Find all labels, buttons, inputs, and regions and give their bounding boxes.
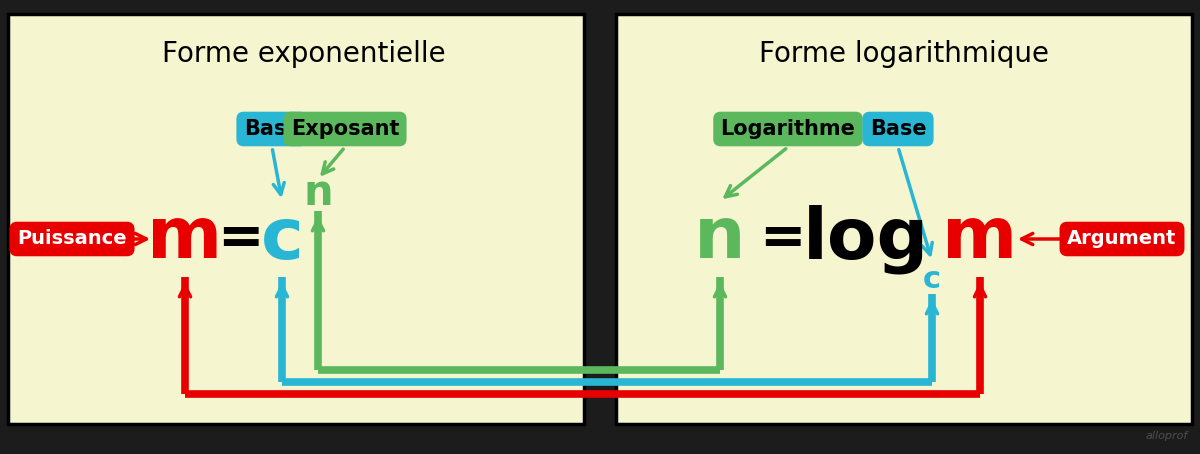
Text: Base: Base [870, 119, 926, 139]
Text: c: c [923, 265, 941, 293]
Text: m: m [148, 204, 223, 273]
Text: =: = [758, 212, 805, 266]
FancyBboxPatch shape [616, 14, 1192, 424]
Text: m: m [942, 204, 1018, 273]
Text: n: n [695, 204, 745, 273]
Text: Forme exponentielle: Forme exponentielle [162, 40, 446, 68]
Text: Base: Base [244, 119, 300, 139]
Text: alloprof: alloprof [1146, 431, 1188, 441]
Text: n: n [304, 172, 332, 214]
Text: Puissance: Puissance [17, 230, 127, 248]
Text: c: c [260, 204, 304, 273]
Text: Forme logarithmique: Forme logarithmique [758, 40, 1049, 68]
Text: Exposant: Exposant [290, 119, 400, 139]
FancyBboxPatch shape [8, 14, 584, 424]
Text: =: = [217, 212, 263, 266]
Text: log: log [803, 204, 929, 274]
Text: Logarithme: Logarithme [720, 119, 856, 139]
Text: Argument: Argument [1067, 230, 1177, 248]
